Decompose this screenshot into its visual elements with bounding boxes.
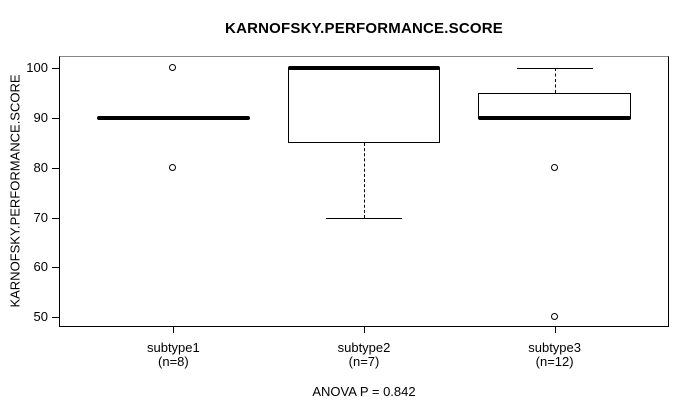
x-group-label: subtype2: [337, 340, 391, 355]
y-tick-mark: [52, 317, 59, 318]
iqr-box: [478, 93, 631, 119]
x-group-sublabel: (n=12): [535, 354, 574, 369]
outlier-point: [169, 163, 177, 171]
x-tick-mark: [173, 327, 175, 333]
median-line: [97, 116, 250, 121]
median-line: [478, 116, 631, 121]
x-tick-mark: [554, 327, 556, 333]
y-tick-mark: [52, 218, 59, 219]
iqr-box: [287, 68, 441, 143]
x-group-sublabel: (n=8): [158, 354, 189, 369]
y-tick-label: 100: [26, 60, 48, 75]
y-tick-mark: [52, 68, 59, 69]
outlier-point: [169, 64, 177, 72]
x-group-label: subtype3: [528, 340, 581, 355]
y-tick-label: 90: [33, 110, 48, 125]
y-tick-mark: [52, 168, 59, 169]
lower-whisker-line: [364, 143, 365, 218]
outlier-point: [550, 163, 558, 171]
x-group-label: subtype1: [146, 340, 200, 355]
y-tick-label: 60: [33, 259, 48, 274]
outlier-point: [550, 313, 558, 321]
chart-title: KARNOFSKY.PERFORMANCE.SCORE: [225, 20, 503, 37]
lower-whisker-cap: [325, 217, 403, 219]
y-tick-label: 50: [33, 309, 48, 324]
y-tick-label: 80: [33, 160, 48, 175]
x-group-sublabel: (n=7): [348, 354, 380, 369]
x-tick-mark: [364, 327, 365, 333]
upper-whisker-cap: [516, 68, 593, 70]
anova-annotation: ANOVA P = 0.842: [312, 384, 416, 399]
y-tick-mark: [52, 118, 59, 119]
upper-whisker-line: [554, 68, 556, 94]
y-tick-mark: [52, 267, 59, 268]
y-tick-label: 70: [33, 210, 48, 225]
median-line: [287, 66, 441, 71]
